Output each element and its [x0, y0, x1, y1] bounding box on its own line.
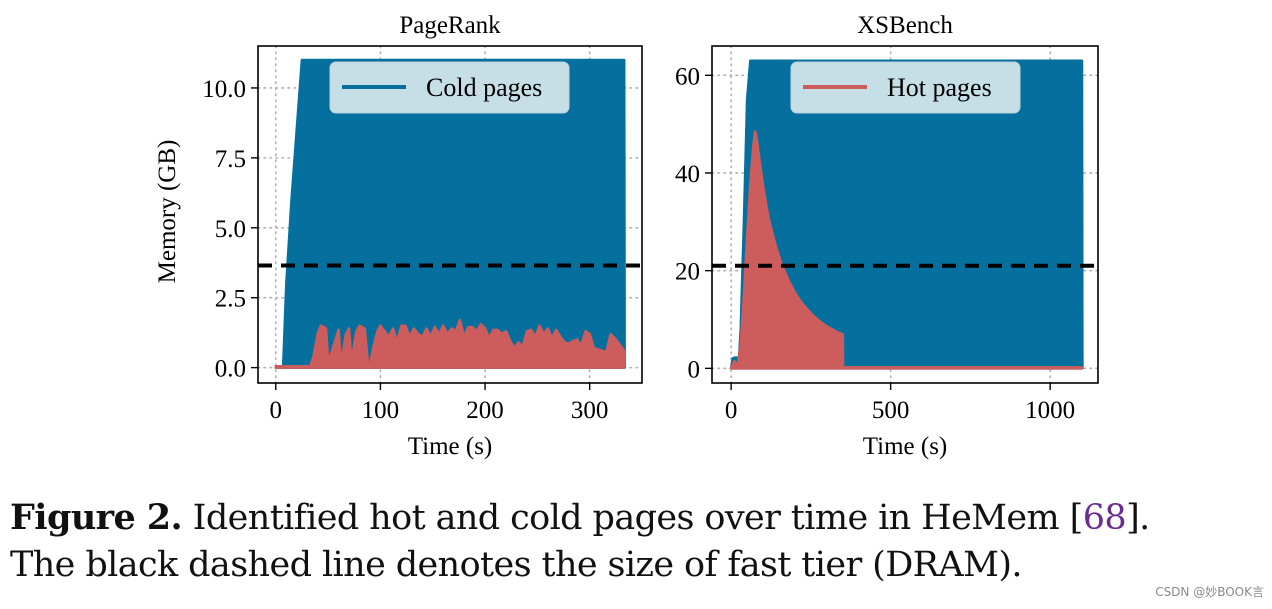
legend-label: Hot pages: [887, 73, 992, 102]
y-tick-label: 5.0: [215, 216, 246, 243]
pagerank-chart: 0 100 200 300 0.0 2.5 5.0 7.5 10.0 PageRank Time (…: [154, 12, 643, 460]
x-tick-label: 100: [362, 397, 400, 424]
chart-title: PageRank: [399, 12, 501, 39]
figure-label: Figure 2.: [10, 497, 183, 538]
y-tick-label: 2.5: [215, 286, 246, 313]
y-tick-label: 0: [688, 356, 701, 383]
y-tick-label: 40: [675, 161, 700, 188]
figure-caption: Figure 2. Identified hot and cold pages …: [10, 494, 1272, 589]
citation-link[interactable]: 68: [1082, 498, 1127, 538]
x-tick-label: 0: [270, 397, 283, 424]
y-tick-label: 20: [675, 259, 700, 286]
x-axis-label: Time (s): [408, 433, 493, 460]
x-axis-label: Time (s): [863, 433, 948, 460]
x-tick-label: 500: [872, 397, 910, 424]
x-tick-label: 200: [466, 397, 504, 424]
y-tick-label: 7.5: [215, 146, 246, 173]
legend: Hot pages: [790, 61, 1021, 114]
ref-bracket-close: ].: [1126, 498, 1150, 538]
caption-text: Identified hot and cold pages over time …: [182, 498, 1070, 538]
hot-pages-area: [274, 318, 626, 369]
caption-line-1: Figure 2. Identified hot and cold pages …: [10, 494, 1272, 542]
x-tick-label: 300: [571, 397, 609, 424]
axes-frame: [711, 45, 1099, 384]
legend-label: Cold pages: [426, 73, 542, 102]
y-tick-label: 10.0: [202, 76, 246, 103]
x-tick-label: 0: [725, 397, 738, 424]
hot-pages-area: [729, 130, 1084, 370]
y-tick-label: 60: [675, 63, 700, 90]
x-tick-label: 1000: [1025, 397, 1075, 424]
xsbench-chart: 0 500 1000 0 20 40 60 XSBench Time (s) Hot pages: [675, 12, 1099, 460]
ref-bracket-open: [: [1069, 498, 1084, 538]
watermark: CSDN @妙BOOK言: [1155, 585, 1264, 599]
axes-frame: [257, 45, 643, 384]
caption-line-2: The black dashed line denotes the size o…: [10, 545, 1023, 585]
legend: Cold pages: [329, 61, 570, 114]
chart-title: XSBench: [857, 12, 953, 39]
y-axis-label: Memory (GB): [154, 140, 181, 284]
y-tick-label: 0.0: [215, 356, 246, 383]
